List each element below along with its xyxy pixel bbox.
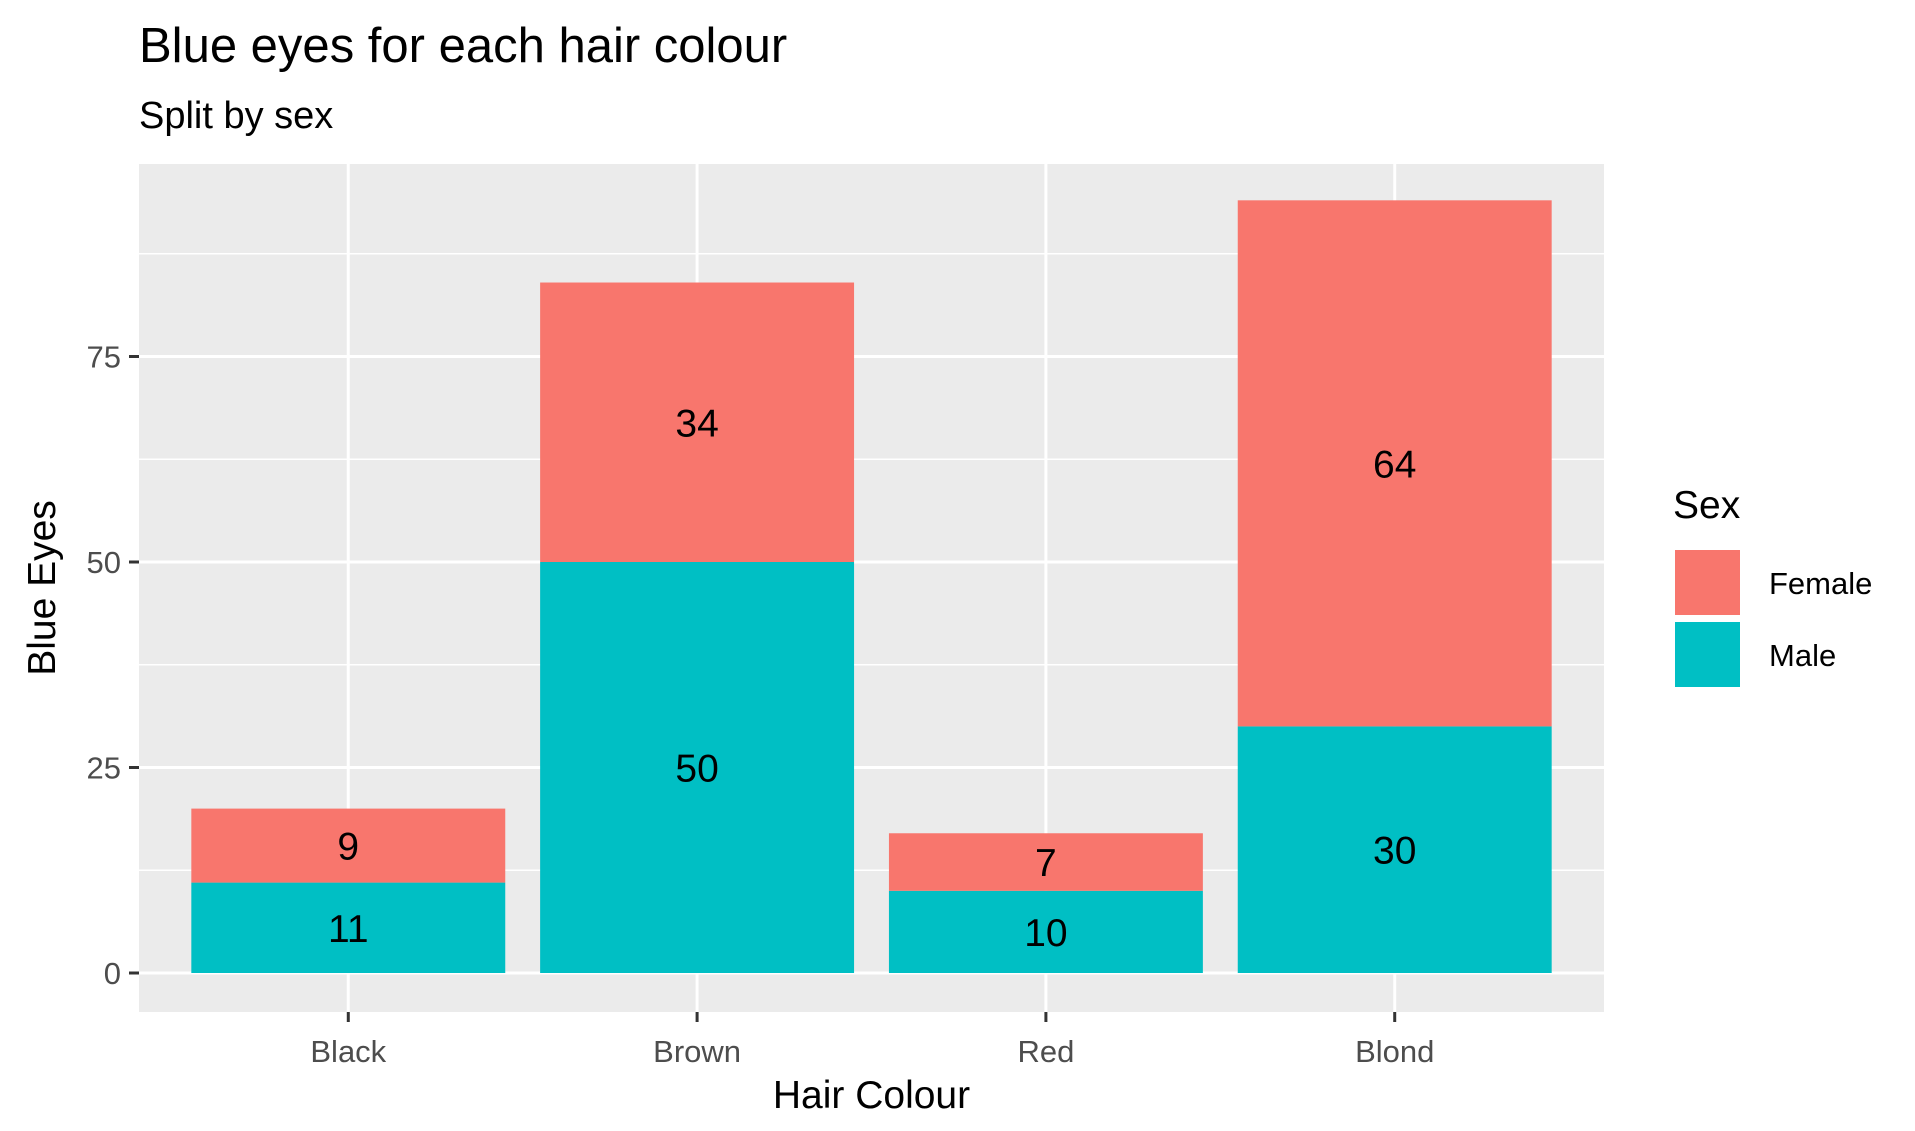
bar-female-blond [1237,200,1552,727]
legend-label-female: Female [1769,566,1872,601]
legend-label-male: Male [1769,638,1836,673]
y-tick-label: 25 [87,751,121,786]
bar-value-label: 30 [1373,830,1416,873]
bar-value-label: 11 [328,908,369,951]
bar-value-label: 7 [1035,842,1057,885]
bar-value-labels: 11 9 50 34 10 7 30 64 [328,402,1416,955]
legend-key-male [1673,620,1742,689]
bar-value-label: 34 [675,402,718,445]
legend-key-female [1673,548,1742,617]
x-tick-label: Blond [1355,1034,1434,1069]
bar-male-blond [1237,726,1552,973]
bar-value-label: 9 [337,826,359,869]
chart-subtitle: Split by sex [139,95,333,137]
legend-title: Sex [1673,484,1741,527]
x-tick-label: Black [310,1034,386,1069]
x-tick-label: Red [1017,1034,1074,1069]
bar-male-brown [540,562,855,973]
y-tick-label: 0 [104,956,121,991]
y-tick-label: 75 [87,340,121,375]
y-axis-title: Blue Eyes [21,500,64,676]
chart-title: Blue eyes for each hair colour [139,19,787,73]
bar-value-label: 10 [1024,912,1067,955]
bar-male-red [888,890,1203,973]
x-axis: Black Brown Red Blond [310,1012,1434,1069]
bar-male-black [191,882,506,973]
legend: Sex Female Male [1673,484,1872,689]
bar-value-label: 64 [1373,443,1416,486]
bar-value-label: 50 [675,748,718,791]
y-tick-label: 50 [87,545,121,580]
bars [191,200,1552,973]
x-tick-label: Brown [653,1034,741,1069]
bar-female-brown [540,282,855,562]
x-axis-title: Hair Colour [773,1074,970,1117]
bar-female-black [191,808,506,883]
bar-female-red [888,833,1203,891]
y-axis: 0 25 50 75 [87,340,139,991]
